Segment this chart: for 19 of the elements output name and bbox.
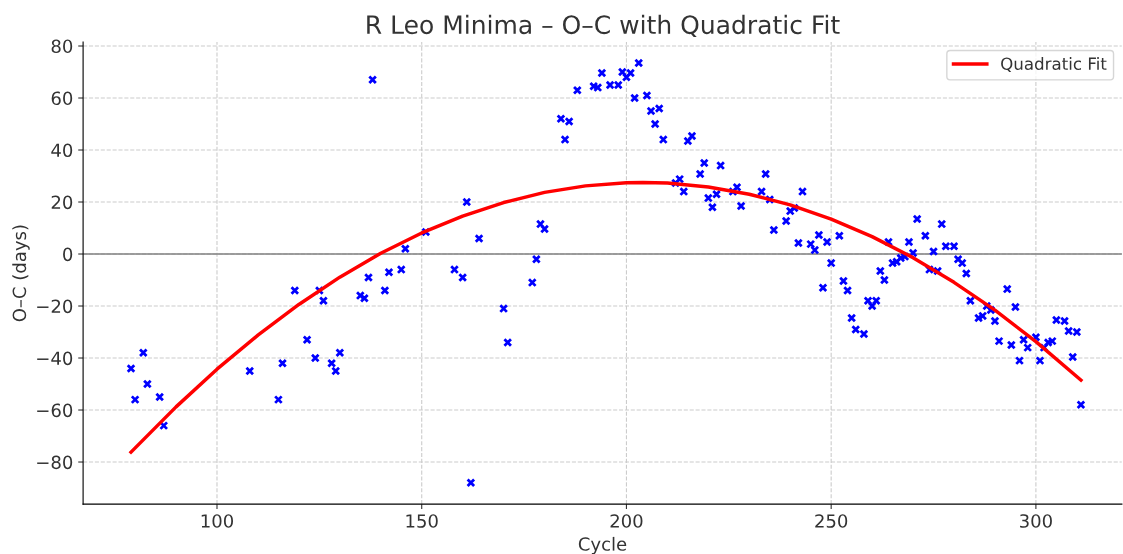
y-tick-label: −20 xyxy=(37,299,73,314)
y-tick-label: 80 xyxy=(51,39,73,54)
y-tick-label: 0 xyxy=(63,247,73,262)
legend-label: Quadratic Fit xyxy=(1001,57,1107,72)
x-tick-label: 100 xyxy=(201,514,234,528)
chart-title: R Leo Minima – O–C with Quadratic Fit xyxy=(367,14,840,37)
x-tick-label: 150 xyxy=(406,514,438,528)
line-series xyxy=(129,180,1083,454)
y-tick-label: 40 xyxy=(51,143,73,158)
y-tick-label: −60 xyxy=(37,403,73,418)
x-tick-label: 250 xyxy=(815,514,848,528)
y-tick-label: −80 xyxy=(37,455,73,470)
x-tick-label: 200 xyxy=(610,514,643,528)
x-axis-title: Cycle xyxy=(578,536,627,554)
y-tick-label: 20 xyxy=(51,195,73,210)
y-tick-label: −40 xyxy=(37,351,73,366)
x-tick-label: 300 xyxy=(1020,514,1052,528)
y-axis-title: O–C (days) xyxy=(12,225,30,322)
y-tick-label: 60 xyxy=(51,91,73,106)
